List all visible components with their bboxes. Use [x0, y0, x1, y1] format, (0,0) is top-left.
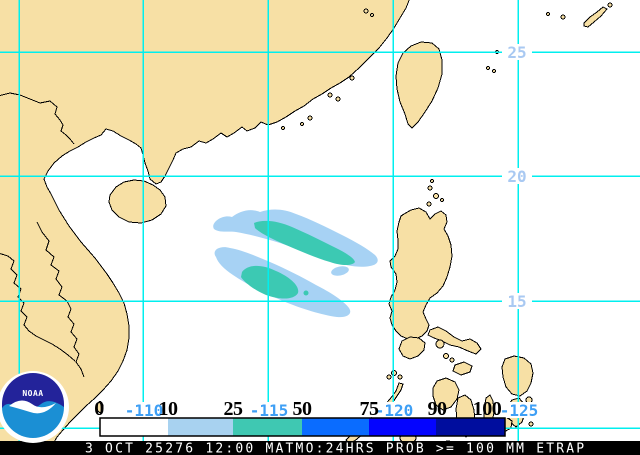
noaa-gull-icon — [9, 400, 56, 414]
lon-label-110: -110 — [125, 401, 164, 420]
colorbar-label-0: 0 — [94, 398, 104, 420]
taiwan-island — [395, 41, 443, 129]
noaa-logo-text: NOAA — [22, 389, 43, 398]
con-son-islet — [96, 401, 104, 413]
precipitation-areas — [213, 209, 378, 318]
precip-core-dot — [303, 290, 309, 296]
hainan-island — [108, 179, 167, 224]
colorbar-segment-0-10 — [100, 418, 168, 436]
panay-island — [432, 377, 460, 411]
status-bar-text: 3 OCT 25276 12:00 MATMO:24HRS PROB >= 10… — [85, 442, 586, 455]
precip-patch-small — [331, 266, 349, 276]
colorbar-label-90: 90 — [428, 398, 448, 420]
precip-core-lower — [241, 265, 299, 299]
colorbar-label-75: 75 — [360, 398, 380, 420]
noaa-logo-upper — [2, 373, 64, 410]
mainland-asia — [0, 0, 410, 455]
lon-label-115: -115 — [250, 401, 289, 420]
china-coast-islets — [281, 8, 374, 130]
lat-label-20: 20 — [507, 167, 526, 186]
colorbar-label-100: 100 — [473, 398, 502, 420]
colorbar-segment-10-25 — [168, 418, 233, 436]
precip-core-upper — [254, 220, 355, 265]
colorbar-segment-50-75 — [302, 418, 369, 436]
colorbar-segment-90-100 — [436, 418, 505, 436]
colorbar-segment-75-90 — [369, 418, 436, 436]
border-cambodia — [0, 253, 76, 362]
marinduque-island — [435, 339, 445, 349]
landmasses — [0, 0, 613, 455]
colorbar: 0 10 25 50 75 90 100 — [94, 398, 506, 437]
colorbar-label-25: 25 — [224, 398, 244, 420]
lon-label-120: -120 — [375, 401, 414, 420]
bicol-peninsula — [427, 326, 482, 355]
colorbar-label-10: 10 — [159, 398, 179, 420]
batanes-islands — [426, 179, 444, 207]
colorbar-label-50: 50 — [293, 398, 313, 420]
colorbar-segment-25-50 — [233, 418, 302, 436]
status-bar-background — [0, 441, 640, 455]
luzon-island — [388, 207, 453, 340]
graticule — [0, 0, 640, 441]
lat-label-15: 15 — [507, 292, 526, 311]
status-bar: 3 OCT 25276 12:00 MATMO:24HRS PROB >= 10… — [0, 441, 640, 455]
lat-label-25: 25 — [507, 43, 526, 62]
noaa-logo: NOAA — [0, 371, 69, 443]
longitude-labels: -110 -115 -120 -125 — [122, 401, 541, 420]
lon-label-125: -125 — [500, 401, 539, 420]
masbate-island — [452, 361, 473, 376]
mindoro-island — [398, 336, 426, 360]
colorbar-outline — [99, 417, 506, 437]
latitude-labels: 25 20 15 — [502, 43, 532, 311]
colorbar-labels: 0 10 25 50 75 90 100 — [94, 398, 502, 420]
border-china-vietnam — [0, 92, 75, 145]
